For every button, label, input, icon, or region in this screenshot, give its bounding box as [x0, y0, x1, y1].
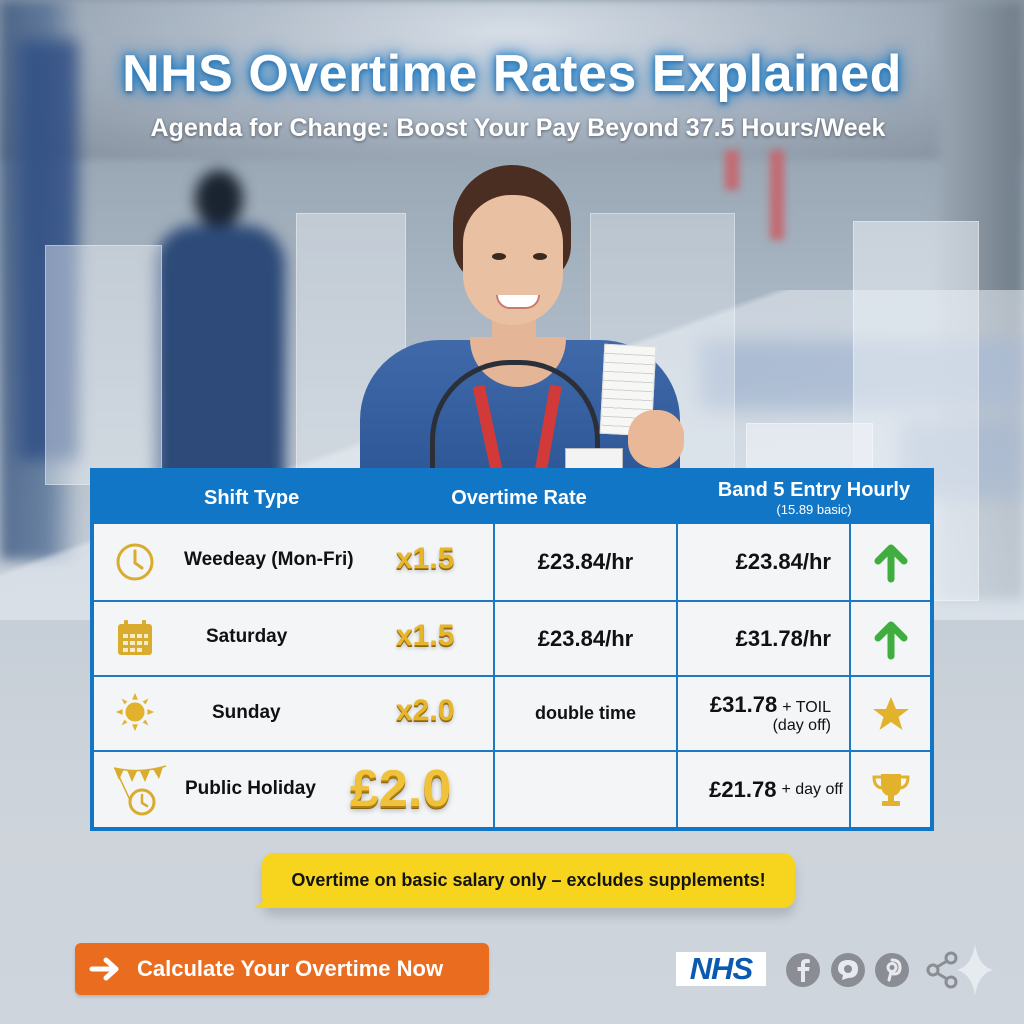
bg-ceiling: [0, 0, 1024, 160]
bunting-clock-icon: [112, 762, 168, 818]
arrow-right-icon: [89, 955, 121, 983]
table-row-sunday: Sunday x2.0 double time £31.78 + TOIL (da…: [94, 675, 930, 750]
band5-line1: £31.78 + TOIL: [709, 691, 831, 717]
callout-text: Overtime on basic salary only – excludes…: [291, 870, 766, 890]
id-badge: [565, 448, 623, 470]
shift-type-cell: Weedeay (Mon-Fri) x1.5: [94, 524, 495, 600]
callout-note: Overtime on basic salary only – excludes…: [254, 853, 795, 908]
arrow-up-icon: [851, 602, 930, 675]
calculate-overtime-label: Calculate Your Overtime Now: [137, 956, 444, 981]
arrow-up-icon: [851, 524, 930, 600]
shift-type-cell: Public Holiday £2.0: [94, 752, 495, 827]
shift-label: Saturday: [206, 626, 288, 647]
calendar-icon: [114, 617, 156, 659]
callout-tail: [254, 890, 278, 908]
table-header: Shift Type Overtime Rate Band 5 Entry Ho…: [94, 472, 930, 524]
shift-type-cell: Sunday x2.0: [94, 677, 495, 750]
band5-hourly-cell: £23.84/hr: [678, 524, 851, 600]
bg-figure-head: [195, 170, 243, 228]
trophy-icon: [851, 752, 930, 827]
column-header-shift-type: Shift Type: [204, 486, 300, 509]
column-header-band5-title: Band 5 Entry Hourly: [717, 478, 911, 501]
shift-label: Sunday: [212, 702, 281, 723]
overtime-rates-table: Shift Type Overtime Rate Band 5 Entry Ho…: [90, 468, 934, 831]
calculate-overtime-button[interactable]: Calculate Your Overtime Now: [75, 943, 489, 995]
shift-type-cell: Saturday x1.5: [94, 602, 495, 675]
bg-sign: [770, 150, 784, 240]
nhs-logo-text: NHS: [689, 951, 753, 986]
nurse-eye: [533, 253, 547, 260]
clock-icon: [114, 541, 156, 583]
band5-hourly-cell: £21.78 + day off: [678, 752, 851, 827]
table-row-weekday: Weedeay (Mon-Fri) x1.5 £23.84/hr £23.84/…: [94, 524, 930, 600]
bg-sign: [725, 150, 739, 190]
column-header-overtime-rate: Overtime Rate: [451, 486, 587, 509]
nurse-hand: [628, 410, 684, 468]
nurse-eye: [492, 253, 506, 260]
overtime-rate-cell: double time: [495, 677, 678, 750]
shift-label: Public Holiday: [185, 778, 316, 799]
overtime-rate-cell: £23.84/hr: [495, 602, 678, 675]
band5-extra-note: (day off): [772, 716, 831, 734]
table-row-saturday: Saturday x1.5 £23.84/hr £31.78/hr: [94, 600, 930, 675]
shift-label: Weedeay (Mon-Fri): [184, 549, 354, 570]
star-icon: [851, 677, 930, 750]
multiplier-badge: x1.5: [396, 542, 455, 575]
table-row-public-holiday: Public Holiday £2.0 £21.78 + day off: [94, 750, 930, 827]
column-header-band5-sub: (15.89 basic): [776, 501, 852, 517]
multiplier-badge: £2.0: [350, 760, 452, 818]
share-icon[interactable]: [925, 950, 961, 990]
overtime-rate-cell: £23.84/hr: [495, 524, 678, 600]
page-title: NHS Overtime Rates Explained: [122, 45, 902, 103]
band5-extra: + day off: [781, 780, 843, 798]
multiplier-badge: x2.0: [396, 694, 455, 727]
nhs-logo: NHS: [676, 951, 766, 986]
overtime-rate-cell: [495, 752, 678, 827]
band5-amount: £31.78: [709, 691, 778, 717]
band5-extra: + TOIL: [782, 698, 831, 716]
band5-hourly-cell: £31.78/hr: [678, 602, 851, 675]
bg-glass-panel: [746, 423, 873, 473]
stethoscope-icon: [430, 360, 600, 480]
band5-amount: £21.78: [709, 776, 777, 802]
band5-amount: £31.78/hr: [735, 625, 831, 651]
column-header-band5-hourly: Band 5 Entry Hourly (15.89 basic): [684, 472, 944, 524]
facebook-icon[interactable]: [786, 953, 820, 987]
sun-icon: [114, 691, 156, 733]
multiplier-badge: x1.5: [396, 619, 455, 652]
bg-glass-panel: [45, 245, 162, 485]
page-subtitle: Agenda for Change: Boost Your Pay Beyond…: [150, 114, 886, 142]
nurse-photo: [350, 165, 690, 480]
pinterest-icon[interactable]: [875, 953, 909, 987]
sparkle-icon: [955, 942, 995, 998]
table-body: Weedeay (Mon-Fri) x1.5 £23.84/hr £23.84/…: [94, 524, 930, 827]
messenger-icon[interactable]: [831, 953, 865, 987]
band5-hourly-cell: £31.78 + TOIL (day off): [678, 677, 851, 750]
band5-amount: £23.84/hr: [735, 549, 831, 574]
band5-stack: £31.78 + TOIL (day off): [709, 691, 831, 735]
